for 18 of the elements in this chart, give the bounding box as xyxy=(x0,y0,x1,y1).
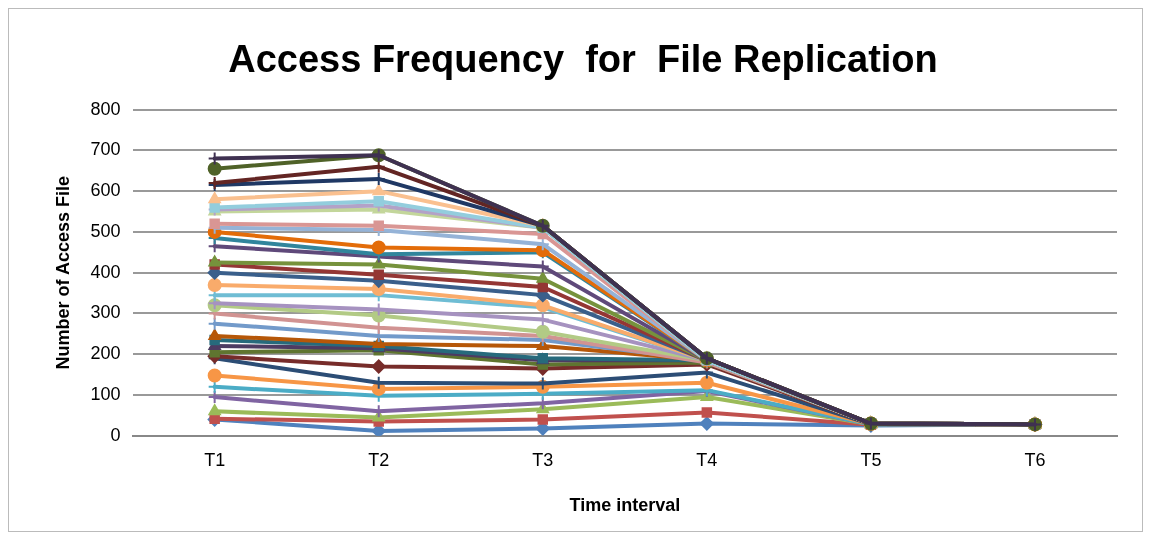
x-tick-label: T6 xyxy=(1024,449,1046,470)
x-axis-title: Time interval xyxy=(569,495,681,516)
y-tick-label: 200 xyxy=(90,343,121,364)
x-tick-label: T5 xyxy=(860,449,882,470)
y-tick-label: 700 xyxy=(90,139,121,160)
y-tick-label: 400 xyxy=(90,261,121,282)
x-tick-label: T1 xyxy=(204,449,226,470)
y-tick-label: 500 xyxy=(90,220,121,241)
y-tick-label: 100 xyxy=(90,383,121,404)
y-tick-label: 800 xyxy=(90,98,121,119)
x-tick-label: T3 xyxy=(532,449,554,470)
y-tick-label: 0 xyxy=(110,424,121,445)
x-tick-label: T4 xyxy=(696,449,718,470)
y-axis-title: Number of Access File xyxy=(52,176,73,370)
chart-title: Access Frequency for File Replication xyxy=(228,38,938,81)
y-tick-label: 600 xyxy=(90,180,121,201)
x-tick-label: T2 xyxy=(368,449,390,470)
y-tick-label: 300 xyxy=(90,302,121,323)
